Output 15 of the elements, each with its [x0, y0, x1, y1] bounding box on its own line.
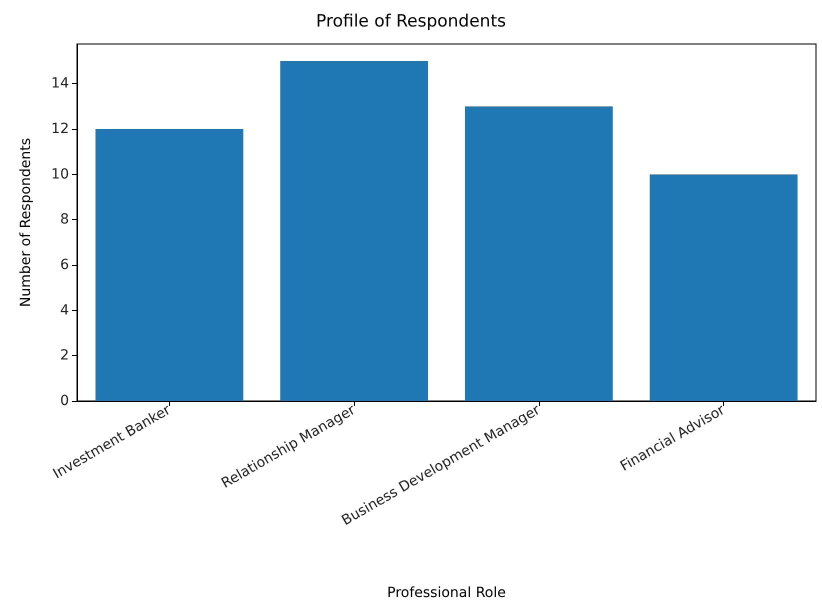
y-tick-label: 4 — [60, 302, 70, 318]
bar — [650, 174, 798, 401]
y-tick-label: 6 — [60, 257, 70, 273]
x-axis-title: Professional Role — [387, 585, 506, 601]
bar — [95, 129, 244, 401]
y-tick-label: 8 — [60, 212, 69, 228]
y-tick-label: 14 — [51, 76, 70, 92]
y-tick-label: 0 — [60, 393, 69, 409]
y-axis-title: Number of Respondents — [18, 138, 34, 308]
y-tick-label: 12 — [51, 121, 69, 137]
chart-title: Profile of Respondents — [316, 12, 506, 32]
bar — [280, 61, 428, 401]
y-tick-label: 10 — [51, 166, 69, 182]
bar — [464, 106, 613, 401]
y-tick-label: 2 — [60, 348, 69, 364]
